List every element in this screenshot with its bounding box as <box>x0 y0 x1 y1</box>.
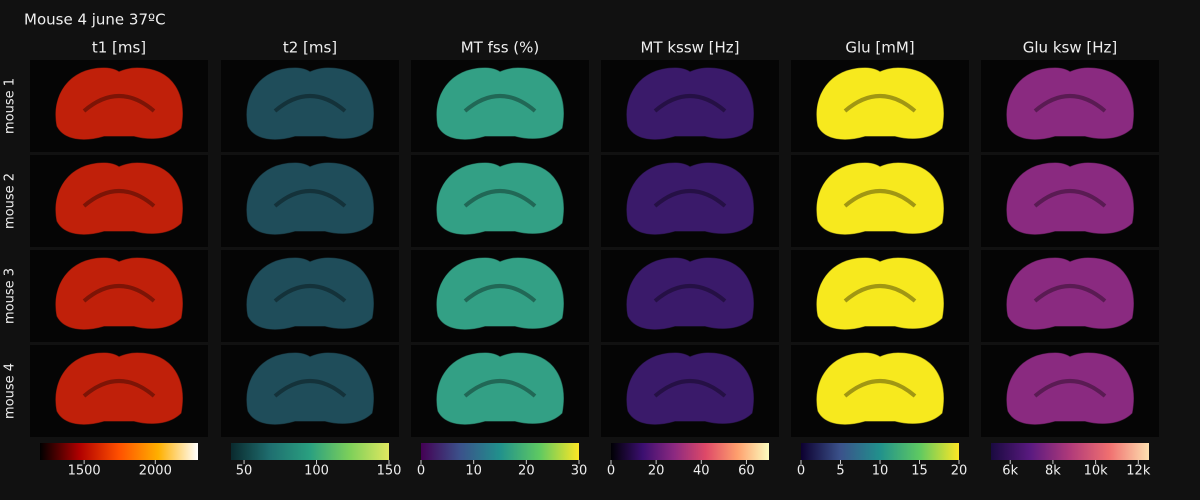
brain-slice <box>55 162 183 235</box>
brain-slice <box>436 162 564 235</box>
ventricle <box>463 189 537 208</box>
brain-slice <box>246 352 374 425</box>
row-label: mouse 1 <box>3 78 18 134</box>
figure-title: Mouse 4 june 37ºC <box>24 11 166 29</box>
ventricle <box>653 379 727 398</box>
column-title: Glu ksw [Hz] <box>1023 39 1117 57</box>
colorbar-tick-label: 6k <box>1002 464 1018 479</box>
colorbar-tick-label: 5 <box>836 464 844 479</box>
brain-slice <box>816 67 944 140</box>
colorbar <box>40 443 198 460</box>
brain-slice <box>55 67 183 140</box>
colorbar-tick-label: 1500 <box>68 464 101 479</box>
brain-slice <box>816 352 944 425</box>
colorbar-tick-label: 20 <box>951 464 968 479</box>
ventricle <box>653 284 727 303</box>
brain-slice <box>626 352 754 425</box>
row-label: mouse 3 <box>3 268 18 324</box>
ventricle <box>273 379 347 398</box>
column-title: t1 [ms] <box>92 39 146 57</box>
ventricle <box>843 379 917 398</box>
brain-slice <box>1006 257 1134 330</box>
ventricle <box>653 94 727 113</box>
colorbar-tick-label: 0 <box>797 464 805 479</box>
colorbar-tick-label: 15 <box>911 464 928 479</box>
ventricle <box>463 94 537 113</box>
colorbar-tick-label: 60 <box>738 464 755 479</box>
brain-slice <box>816 257 944 330</box>
brain-slice <box>246 67 374 140</box>
brain-slice <box>436 257 564 330</box>
brain-slice <box>626 162 754 235</box>
row-label: mouse 2 <box>3 173 18 229</box>
brain-slice <box>55 352 183 425</box>
colorbar-tick-label: 30 <box>571 464 588 479</box>
colorbar-tick-label: 10 <box>872 464 889 479</box>
column-title: Glu [mM] <box>845 39 914 57</box>
colorbar <box>611 443 769 460</box>
brain-slice <box>1006 162 1134 235</box>
ventricle <box>273 284 347 303</box>
colorbar-tick-label: 20 <box>518 464 535 479</box>
ventricle <box>273 94 347 113</box>
brain-slice <box>246 162 374 235</box>
ventricle <box>1033 189 1107 208</box>
ventricle <box>1033 94 1107 113</box>
ventricle <box>843 284 917 303</box>
colorbar-tick-label: 50 <box>236 464 253 479</box>
colorbar-tick-label: 10k <box>1084 464 1109 479</box>
brain-slice <box>55 257 183 330</box>
brain-slice <box>246 257 374 330</box>
brain-slice <box>626 257 754 330</box>
ventricle <box>653 189 727 208</box>
ventricle <box>273 189 347 208</box>
ventricle <box>82 94 156 113</box>
colorbar-tick-label: 10 <box>465 464 482 479</box>
ventricle <box>82 189 156 208</box>
ventricle <box>82 284 156 303</box>
brain-slice <box>1006 67 1134 140</box>
colorbar-tick-label: 100 <box>304 464 329 479</box>
colorbar <box>231 443 389 460</box>
colorbar-tick-label: 12k <box>1126 464 1151 479</box>
colorbar <box>801 443 959 460</box>
ventricle <box>843 189 917 208</box>
ventricle <box>1033 379 1107 398</box>
row-label: mouse 4 <box>3 363 18 419</box>
colorbar-tick-label: 2000 <box>139 464 172 479</box>
brain-slice <box>626 67 754 140</box>
brain-slice <box>1006 352 1134 425</box>
ventricle <box>82 379 156 398</box>
colorbar-tick-label: 8k <box>1045 464 1061 479</box>
brain-slice <box>436 352 564 425</box>
brain-slice <box>436 67 564 140</box>
ventricle <box>463 284 537 303</box>
colorbar-tick-label: 0 <box>607 464 615 479</box>
colorbar <box>991 443 1149 460</box>
ventricle <box>843 94 917 113</box>
column-title: t2 [ms] <box>283 39 337 57</box>
ventricle <box>463 379 537 398</box>
colorbar <box>421 443 579 460</box>
colorbar-tick-label: 20 <box>648 464 665 479</box>
colorbar-tick-label: 40 <box>693 464 710 479</box>
column-title: MT kssw [Hz] <box>640 39 739 57</box>
colorbar-tick-label: 0 <box>417 464 425 479</box>
brain-slice <box>816 162 944 235</box>
column-title: MT fss (%) <box>461 39 540 57</box>
ventricle <box>1033 284 1107 303</box>
colorbar-tick-label: 150 <box>377 464 402 479</box>
